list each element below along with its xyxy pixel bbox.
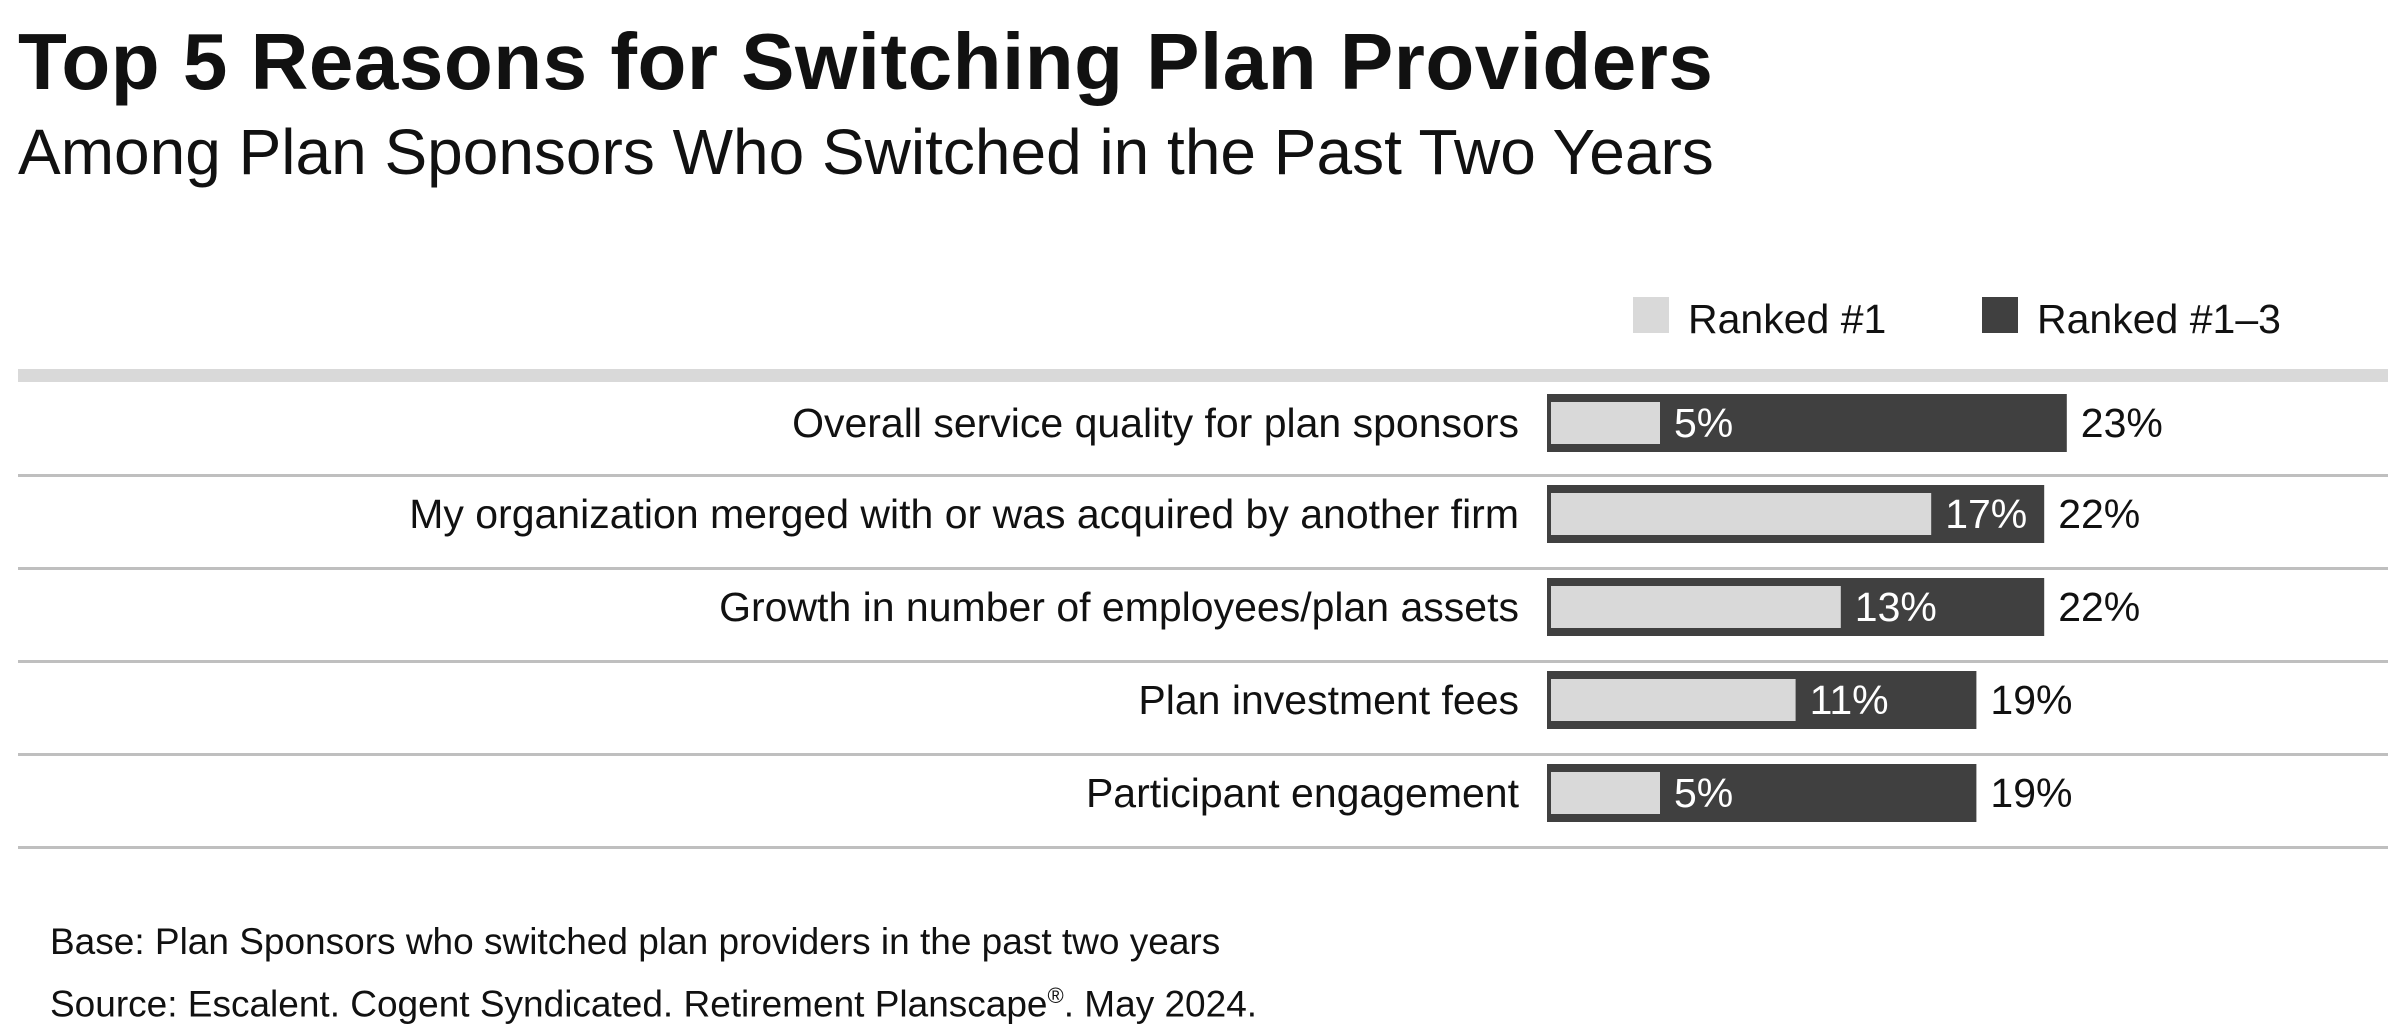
legend-swatch-ranked-1 xyxy=(1633,297,1669,333)
value-label-ranked-1: 5% xyxy=(1674,770,1733,816)
value-label-ranked-1: 5% xyxy=(1674,400,1733,446)
chart-title: Top 5 Reasons for Switching Plan Provide… xyxy=(18,17,1714,106)
row-divider xyxy=(18,474,2388,477)
bar-ranked-1 xyxy=(1551,402,1660,444)
bar-chart: Ranked #1 Ranked #1–3 Overall service qual… xyxy=(18,296,2388,849)
category-label: Growth in number of employees/plan asset… xyxy=(719,584,1519,630)
bar-ranked-1 xyxy=(1551,679,1796,721)
row-divider xyxy=(18,753,2388,756)
header-rule xyxy=(18,369,2388,382)
value-label-ranked-1: 17% xyxy=(1945,491,2027,537)
category-label: Plan investment fees xyxy=(1138,677,1519,723)
category-label: Participant engagement xyxy=(1086,770,1520,816)
category-label: My organization merged with or was acqui… xyxy=(409,491,1519,537)
value-label-ranked-1: 11% xyxy=(1810,677,1889,723)
value-label-ranked-1-3: 19% xyxy=(1990,677,2072,723)
row-divider xyxy=(18,660,2388,663)
row-divider xyxy=(18,846,2388,849)
legend-label-ranked-1: Ranked #1 xyxy=(1688,296,1886,342)
value-label-ranked-1-3: 19% xyxy=(1990,770,2072,816)
bar-ranked-1 xyxy=(1551,586,1841,628)
base-note: Base: Plan Sponsors who switched plan pr… xyxy=(50,921,1221,962)
legend-label-ranked-1-3: Ranked #1–3 xyxy=(2037,296,2281,342)
value-label-ranked-1: 13% xyxy=(1855,584,1937,630)
row-divider xyxy=(18,567,2388,570)
bar-ranked-1 xyxy=(1551,493,1932,535)
value-label-ranked-1-3: 22% xyxy=(2058,491,2140,537)
category-label: Overall service quality for plan sponsor… xyxy=(792,400,1519,446)
value-label-ranked-1-3: 23% xyxy=(2081,400,2163,446)
chart-subtitle: Among Plan Sponsors Who Switched in the … xyxy=(18,116,1714,188)
chart-footer: Base: Plan Sponsors who switched plan pr… xyxy=(50,915,1257,1031)
source-note: Source: Escalent. Cogent Syndicated. Ret… xyxy=(50,983,1258,1025)
value-label-ranked-1-3: 22% xyxy=(2058,584,2140,630)
bar-ranked-1 xyxy=(1551,772,1660,814)
legend-swatch-ranked-1-3 xyxy=(1982,297,2018,333)
